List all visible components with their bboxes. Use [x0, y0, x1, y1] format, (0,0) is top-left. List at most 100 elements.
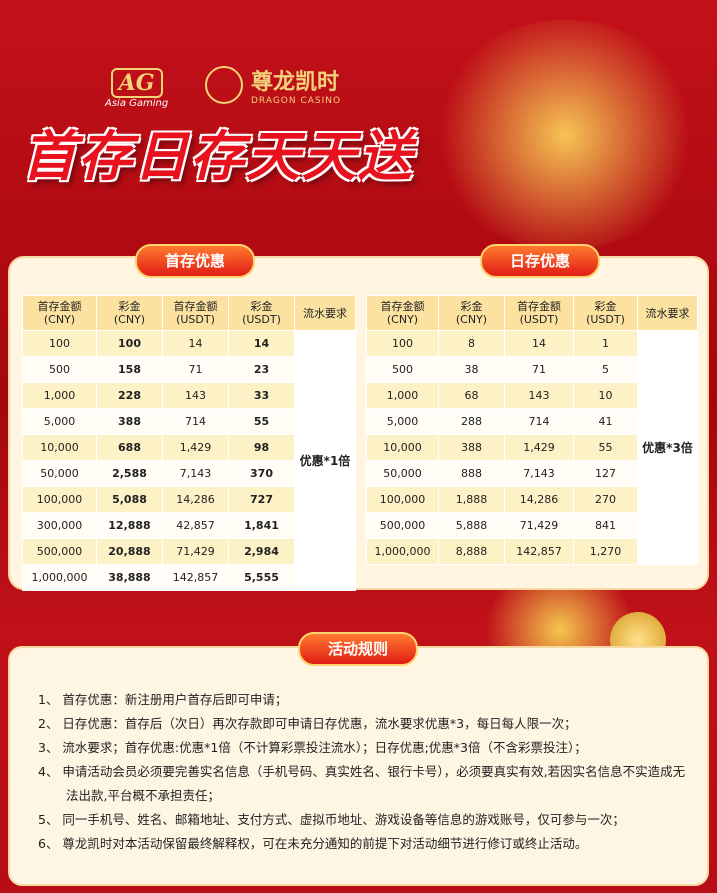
rule-item: 2、 日存优惠：首存后（次日）再次存款即可申请日存优惠，流水要求优惠*3，每日每… — [38, 716, 577, 731]
table-cell: 500,000 — [22, 538, 97, 565]
table-row: 10,000 688 1,429 98 — [22, 434, 356, 461]
table-cell: 5 — [573, 356, 638, 383]
table-cell: 888 — [438, 460, 505, 487]
column-name: 首存金额 — [380, 300, 425, 313]
table-cell: 10,000 — [366, 434, 439, 461]
table-cell: 1 — [573, 330, 638, 357]
table-row: 10,000 388 1,429 55 — [366, 434, 698, 461]
table-cell: 100 — [366, 330, 439, 357]
column-name: 彩金 — [250, 300, 273, 313]
table-cell: 50,000 — [22, 460, 97, 487]
table-cell: 98 — [228, 434, 295, 461]
table-cell: 270 — [573, 486, 638, 513]
table-row: 100 100 14 14 优惠*1倍 — [22, 330, 356, 591]
brand-name: Asia Gaming — [105, 98, 169, 109]
table-cell: 20,888 — [96, 538, 163, 565]
table-cell: 5,888 — [438, 512, 505, 539]
table-cell: 1,429 — [504, 434, 574, 461]
brand-subtitle: DRAGON CASINO — [251, 96, 342, 106]
rules-panel: 1、 首存优惠：新注册用户首存后即可申请； 2、 日存优惠：首存后（次日）再次存款… — [8, 646, 709, 886]
table-cell: 7,143 — [162, 460, 229, 487]
table-cell: 38 — [438, 356, 505, 383]
table-row: 1,000,000 38,888 142,857 5,555 — [22, 564, 356, 591]
column-name: 流水要求 — [645, 306, 690, 320]
brand: 尊龙凯时 DRAGON CASINO — [205, 64, 341, 106]
table-cell: 100,000 — [366, 486, 439, 513]
column-name: 彩金 — [594, 300, 617, 313]
header-row: 首存金额 (CNY) 彩金 (CNY) 首存金额 (USDT) 彩金 (USDT) 流水要求 — [22, 295, 356, 331]
column-name: 首存金额 — [517, 300, 561, 313]
table-cell: 300,000 — [22, 512, 97, 539]
rule-item: 6、 尊龙凯时对本活动保留最终解释权，可在未充分通知的前提下对活动细节进行修订或… — [38, 836, 588, 851]
title: 首存日存天天送 — [22, 125, 414, 188]
table-cell: 5,555 — [228, 564, 295, 591]
table-cell: 68 — [438, 382, 505, 409]
table-cell: 1,000 — [366, 382, 439, 409]
table-cell: 14 — [504, 330, 574, 357]
logo: AG — [110, 68, 163, 98]
requirement-cell: 优惠*3倍 — [637, 330, 698, 565]
table-row: 500 158 71 23 — [22, 356, 356, 383]
table-cell: 142,857 — [504, 538, 574, 565]
table-cell: 8,888 — [438, 538, 505, 565]
table-cell: 10,000 — [22, 434, 97, 461]
table-row: 300,000 12,888 42,857 1,841 — [22, 512, 356, 539]
column-unit: (CNY) — [455, 313, 488, 326]
table-cell: 1,429 — [162, 434, 229, 461]
table-cell: 500 — [366, 356, 439, 383]
table-cell: 841 — [573, 512, 638, 539]
table-cell: 1,888 — [438, 486, 505, 513]
table-cell: 714 — [162, 408, 229, 435]
table-cell: 38,888 — [96, 564, 163, 591]
column-header: 首存金额 (USDT) — [162, 295, 229, 331]
table-cell: 688 — [96, 434, 163, 461]
rule-item: 4、 申请活动会员必须要完善实名信息（手机号码、真实姓名、银行卡号），必须要真实… — [38, 764, 686, 803]
table-cell: 12,888 — [96, 512, 163, 539]
table-cell: 10 — [573, 382, 638, 409]
price-table: 首存金额 (CNY) 彩金 (CNY) 首存金额 (USDT) 彩金 (USDT) 流水要求 10… — [22, 295, 356, 591]
table-cell: 1,000,000 — [22, 564, 97, 591]
column-header: 彩金 (USDT) — [573, 295, 638, 331]
table-cell: 14 — [162, 330, 229, 357]
table-cell: 71 — [162, 356, 229, 383]
table-cell: 41 — [573, 408, 638, 435]
table-cell: 5,000 — [22, 408, 97, 435]
decoration — [430, 20, 700, 250]
column-name: 彩金 — [118, 300, 141, 313]
table-cell: 2,588 — [96, 460, 163, 487]
table-row: 500 38 71 5 — [366, 356, 698, 383]
table-cell: 1,000 — [22, 382, 97, 409]
section-badge: 日存优惠 — [479, 244, 601, 278]
column-name: 流水要求 — [303, 306, 347, 320]
table-row: 1,000 228 143 33 — [22, 382, 356, 409]
table-cell: 500 — [22, 356, 97, 383]
column-unit: (CNY) — [43, 313, 76, 326]
table-cell: 100 — [96, 330, 163, 357]
price-table: 首存金额 (CNY) 彩金 (CNY) 首存金额 (USDT) 彩金 (USDT) 流水要求 10… — [366, 295, 698, 565]
table-cell: 158 — [96, 356, 163, 383]
table-cell: 143 — [162, 382, 229, 409]
table-cell: 5,000 — [366, 408, 439, 435]
table-cell: 500,000 — [366, 512, 439, 539]
table-row: 500,000 5,888 71,429 841 — [366, 512, 698, 539]
column-header: 流水要求 — [637, 295, 698, 331]
table-row: 100 8 14 1 优惠*3倍 — [366, 330, 698, 565]
table-cell: 71 — [504, 356, 574, 383]
table-cell: 1,841 — [228, 512, 295, 539]
table-cell: 100,000 — [22, 486, 97, 513]
table-row: 5,000 388 714 55 — [22, 408, 356, 435]
table-row: 50,000 2,588 7,143 370 — [22, 460, 356, 487]
table-cell: 388 — [438, 434, 505, 461]
table-cell: 55 — [228, 408, 295, 435]
table-row: 1,000,000 8,888 142,857 1,270 — [366, 538, 698, 565]
table-cell: 5,088 — [96, 486, 163, 513]
table-cell: 71,429 — [162, 538, 229, 565]
table-cell: 727 — [228, 486, 295, 513]
requirement-cell: 优惠*1倍 — [294, 330, 356, 591]
column-unit: (USDT) — [176, 313, 215, 326]
table-cell: 127 — [573, 460, 638, 487]
rule-item: 1、 首存优惠：新注册用户首存后即可申请； — [38, 692, 288, 707]
table-cell: 7,143 — [504, 460, 574, 487]
column-header: 流水要求 — [294, 295, 356, 331]
